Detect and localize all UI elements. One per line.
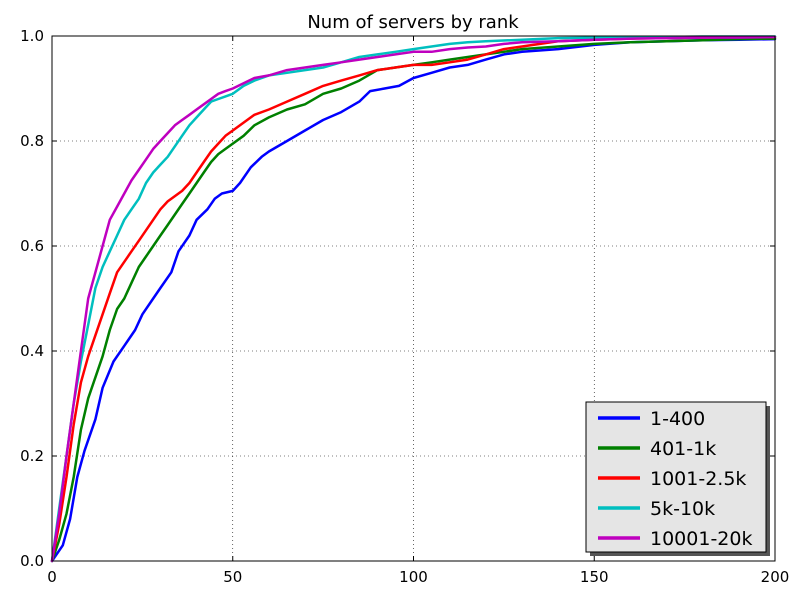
legend: 1-400 401-1k 1001-2.5k 5k-10k 10001-20k [585,401,770,556]
x-tick-label: 200 [761,568,790,586]
x-tick-label: 100 [399,568,428,586]
y-axis: 0.0 0.2 0.4 0.6 0.8 1.0 [20,27,44,570]
legend-label: 401-1k [650,438,716,460]
x-tick-label: 150 [580,568,609,586]
chart-title: Num of servers by rank [307,12,519,33]
x-axis: 0 50 100 150 200 [47,568,789,586]
legend-label: 1-400 [650,408,705,430]
series-line-401-1k [50,37,777,563]
legend-label: 5k-10k [650,498,715,520]
axis-ticks [51,35,776,562]
x-tick-label: 50 [223,568,242,586]
y-tick-label: 0.4 [20,342,44,360]
y-tick-label: 0.2 [20,447,44,465]
x-tick-label: 0 [47,568,57,586]
series-line-10001-20k [50,35,777,563]
y-tick-label: 0.8 [20,132,44,150]
series-group [50,35,777,563]
legend-label: 1001-2.5k [650,468,746,490]
grid-lines [52,36,775,561]
legend-label: 10001-20k [650,528,752,550]
series-line-1-400 [50,37,777,563]
series-line-5k-10k [50,35,777,563]
y-tick-label: 0.6 [20,237,44,255]
y-tick-label: 0.0 [20,552,44,570]
y-tick-label: 1.0 [20,27,44,45]
series-line-1001-2.5k [50,35,777,563]
